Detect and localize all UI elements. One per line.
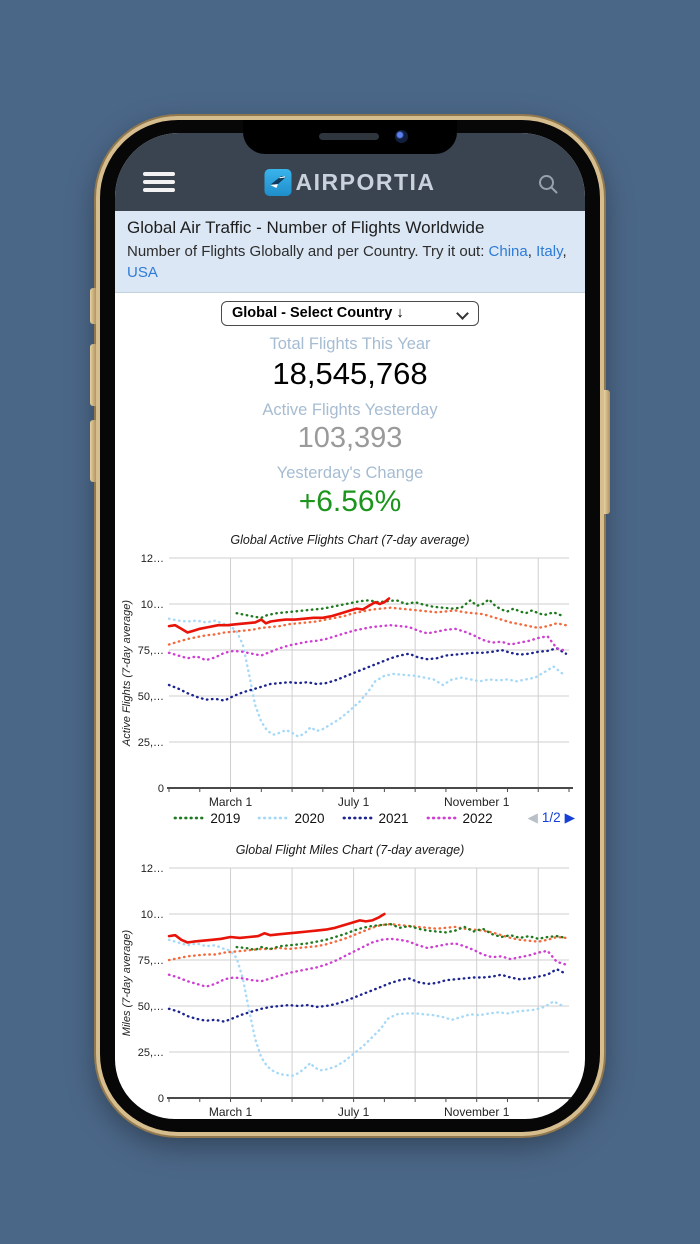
country-select[interactable]: Global - Select Country ↓ [221,301,479,327]
legend-item-2019[interactable]: 2019 [173,811,240,826]
flight-miles-plot: 0 25,… 50,… 75,… 10… 12… March 1 July 1 November… [121,863,573,1119]
active-flights-label: Active Flights Yesterday [262,401,438,420]
intro-section: Global Air Traffic - Number of Flights W… [115,211,585,294]
svg-text:November 1: November 1 [444,795,510,809]
svg-text:50,…: 50,… [138,1001,164,1013]
series-orange-dotted-line [167,922,568,962]
svg-text:12…: 12… [141,863,164,875]
svg-text:July 1: July 1 [338,795,370,809]
mute-switch [90,288,96,324]
active-flights-chart: Global Active Flights Chart (7-day avera… [115,533,585,830]
svg-text:March 1: March 1 [209,795,253,809]
legend-swatch-icon [258,816,289,820]
chart-title: Global Active Flights Chart (7-day avera… [230,532,470,547]
legend-item-2020[interactable]: 2020 [257,810,325,826]
active-flights-plot: 0 25,… 50,… 75,… 10… 12… March 1 July 1 November… [121,553,573,809]
legend-label: 2022 [462,810,493,826]
svg-text:November 1: November 1 [444,1105,510,1119]
phone-screen: AIRPORTIA Global Air Traffic - Number of… [115,133,585,1119]
stats-section: Total Flights This Year 18,545,768 Activ… [115,335,585,519]
series-2020-line [167,938,564,1077]
legend-prev-icon[interactable]: ◀ [527,809,538,825]
svg-text:Miles (7-day average): Miles (7-day average) [121,929,133,1036]
link-separator: , [562,243,567,260]
link-usa[interactable]: USA [127,263,158,281]
svg-text:10…: 10… [141,599,164,611]
page-title: Global Air Traffic - Number of Flights W… [127,218,485,237]
svg-text:12…: 12… [141,553,164,565]
svg-text:0: 0 [158,783,164,795]
svg-text:75,…: 75,… [138,955,164,967]
series-orange-dotted-line [167,606,568,646]
series-2022-line [167,937,568,988]
speaker-grille [319,133,379,140]
change-label: Yesterday's Change [276,464,424,483]
phone-notch [243,120,457,154]
legend-item-2021[interactable]: 2021 [342,811,409,826]
front-camera [395,130,408,143]
link-italy[interactable]: Italy [536,243,563,260]
total-flights-label: Total Flights This Year [269,335,431,354]
legend-swatch-icon [426,816,457,820]
svg-text:25,…: 25,… [138,737,164,749]
phone-mockup: AIRPORTIA Global Air Traffic - Number of… [90,116,610,1136]
legend-pagination: ◀ 1/2 ▶ [527,810,575,826]
legend-next-icon[interactable]: ▶ [564,809,575,825]
legend-swatch-icon [174,816,205,820]
legend-item-2022[interactable]: 2022 [426,811,493,826]
svg-text:10…: 10… [141,909,164,921]
series-2019-line [235,922,568,952]
link-separator: , [527,243,537,260]
total-flights-value: 18,545,768 [272,356,428,392]
link-china[interactable]: China [488,243,528,260]
chart-legend: 2019 2020 2021 2022 ◀ 1/2 ▶ [115,810,585,830]
svg-text:Active Flights (7-day average): Active Flights (7-day average) [121,599,133,746]
country-select-row: Global - Select Country ↓ [115,301,585,327]
volume-down-button [90,420,96,482]
series-red-solid-line [167,597,391,634]
svg-text:75,…: 75,… [138,645,164,657]
svg-text:50,…: 50,… [138,691,164,703]
airplane-logo-icon [264,169,292,196]
active-flights-value: 103,393 [297,422,403,455]
page-subtitle: Number of Flights Globally and per Count… [127,242,573,283]
series-red-solid-line [167,912,386,944]
app-logo[interactable]: AIRPORTIA [264,169,436,196]
power-button [604,390,610,514]
legend-label: 2021 [378,810,409,826]
legend-swatch-icon [342,816,373,820]
svg-text:March 1: March 1 [209,1105,253,1119]
subtitle-text: Number of Flights Globally and per Count… [127,243,489,260]
change-value: +6.56% [298,485,402,519]
flight-miles-chart: Global Flight Miles Chart (7-day average… [115,843,585,1119]
series-2020-line [167,617,564,738]
series-2021-line [167,967,568,1023]
legend-page-indicator: 1/2 [541,810,561,826]
menu-button[interactable] [143,172,175,196]
series-2019-line [235,597,564,619]
svg-text:0: 0 [158,1093,164,1105]
series-2022-line [167,623,568,662]
legend-label: 2019 [210,810,241,826]
volume-up-button [90,344,96,406]
svg-text:25,…: 25,… [138,1047,164,1059]
search-icon[interactable] [537,173,559,200]
logo-text: AIRPORTIA [295,169,436,195]
chart-title: Global Flight Miles Chart (7-day average… [235,842,465,857]
legend-label: 2020 [294,810,325,826]
svg-text:July 1: July 1 [338,1105,370,1119]
series-2021-line [167,646,568,702]
